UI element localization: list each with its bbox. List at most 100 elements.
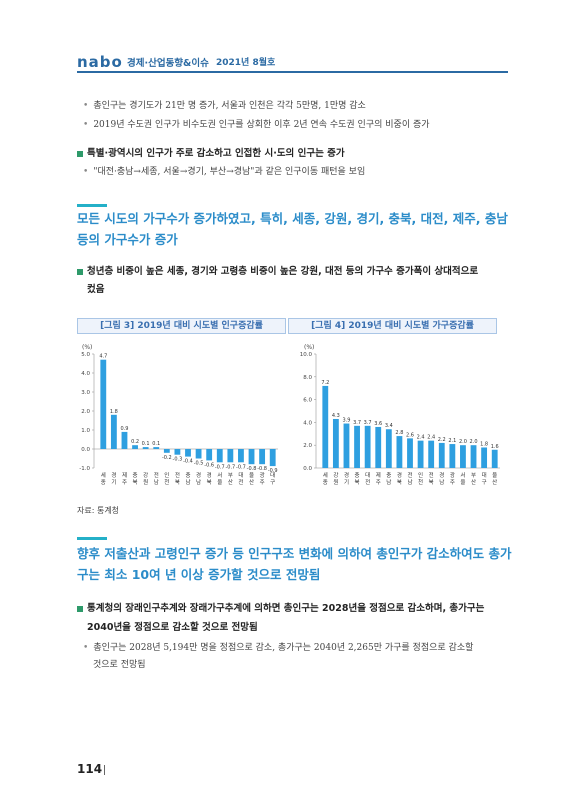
chart-bar — [195, 449, 202, 459]
category-label: 울 — [460, 479, 465, 486]
category-label: 주 — [260, 479, 265, 486]
y-tick-label: 8.0 — [303, 375, 312, 381]
category-label: 남 — [386, 478, 391, 486]
category-label: 종 — [323, 479, 328, 486]
subheading-text: 2040년을 정점으로 감소할 것으로 전망됨 — [87, 622, 258, 633]
y-tick-label: 2.0 — [81, 409, 90, 415]
data-label: -0.9 — [268, 468, 278, 474]
chart-bar — [364, 425, 371, 468]
figure-caption: [그림 4] 2019년 대비 시도별 가구증감률 — [288, 318, 497, 334]
data-label: 0.2 — [131, 439, 139, 445]
category-label: 기 — [344, 478, 349, 486]
data-label: -0.6 — [204, 462, 214, 468]
category-label: 경 — [207, 472, 212, 479]
axis-unit-label: (%) — [82, 344, 92, 351]
category-label: 주 — [450, 479, 455, 486]
y-tick-label: 6.0 — [303, 398, 312, 404]
chart-bar — [110, 414, 117, 449]
category-label: 남 — [439, 478, 444, 486]
data-label: 0.9 — [120, 426, 128, 432]
data-label: 1.6 — [491, 444, 499, 450]
header-rule — [77, 71, 508, 73]
data-label: 1.8 — [110, 409, 118, 415]
category-label: 주 — [122, 479, 127, 486]
data-label: 3.7 — [353, 420, 361, 426]
category-label: 대 — [238, 471, 243, 479]
category-label: 충 — [185, 471, 190, 479]
category-label: 전 — [429, 471, 434, 479]
category-label: 기 — [111, 478, 116, 486]
source-note: 자료: 통계청 — [77, 506, 120, 515]
category-label: 천 — [164, 478, 169, 486]
chart-bar — [343, 423, 350, 468]
figure-caption: [그림 3] 2019년 대비 시도별 인구증감률 — [77, 318, 286, 334]
chart-bar — [322, 385, 329, 468]
category-label: 북 — [429, 479, 434, 486]
data-label: 1.8 — [480, 441, 488, 447]
square-bullet-icon — [77, 268, 83, 275]
chart-bar — [332, 418, 339, 468]
section-heading: 향후 저출산과 고령인구 증가 등 인구구조 변화에 의하여 총인구가 감소하여… — [77, 543, 517, 585]
category-label: 전 — [154, 471, 159, 479]
category-label: 충 — [133, 471, 138, 479]
chart-bar — [417, 440, 424, 468]
category-label: 대 — [482, 471, 487, 479]
data-label: 7.2 — [321, 380, 329, 386]
data-label: 4.3 — [332, 413, 340, 419]
category-label: 대 — [270, 471, 275, 479]
data-label: 3.7 — [364, 420, 372, 426]
section-accent — [77, 537, 107, 540]
category-label: 전 — [407, 471, 412, 479]
chart-bar — [206, 449, 213, 461]
page-number: 114 — [77, 762, 103, 776]
chart-bar — [100, 359, 107, 449]
data-label: 3.6 — [374, 421, 382, 427]
category-label: 경 — [344, 472, 349, 479]
chart-bar — [449, 444, 456, 468]
subheading: 특별·광역시의 인구가 주로 감소하고 인접한 시·도의 인구는 증가 — [77, 145, 345, 159]
chart-bar — [163, 449, 170, 453]
bullet-text: 총인구는 2028년 5,194만 명을 정점으로 감소, 총가구는 2040년… — [83, 640, 508, 657]
data-label: -0.5 — [194, 461, 204, 467]
category-label: 대 — [365, 471, 370, 479]
data-label: 2.4 — [427, 435, 435, 441]
data-label: 0.1 — [142, 441, 150, 447]
category-label: 인 — [164, 472, 169, 479]
category-label: 광 — [260, 472, 265, 479]
category-label: 북 — [355, 479, 360, 486]
y-tick-label: 0.0 — [303, 466, 312, 472]
category-label: 경 — [397, 472, 402, 479]
category-label: 부 — [228, 472, 233, 479]
category-label: 전 — [238, 478, 243, 486]
data-label: -0.3 — [173, 457, 183, 463]
data-label: 3.9 — [342, 418, 350, 424]
category-label: 원 — [333, 478, 338, 486]
household-change-chart: (%)10.0 8.0 6.0 4.0 2.0 0.0 7.2 세종 4.3 강원 3.9 경기 3.7… — [300, 344, 500, 486]
chart-bar — [132, 445, 138, 449]
chart-bar — [121, 431, 128, 449]
data-label: 0.1 — [152, 441, 160, 447]
category-label: 인 — [418, 472, 423, 479]
category-label: 구 — [482, 479, 487, 486]
chart-bar — [481, 447, 488, 468]
y-tick-label: 0.0 — [81, 447, 90, 453]
population-change-chart: (%)5.0 4.0 3.0 2.0 1.0 0.0 -1.0 4.7 세종 1.8 경기 0.9 제주… — [79, 344, 278, 486]
square-bullet-icon — [77, 605, 83, 612]
data-label: 2.8 — [395, 430, 403, 436]
data-label: -0.8 — [257, 466, 267, 472]
category-label: 울 — [492, 472, 497, 479]
subheading-text: 특별·광역시의 인구가 주로 감소하고 인접한 시·도의 인구는 증가 — [87, 148, 345, 159]
category-label: 부 — [471, 472, 476, 479]
subheading-text: 통계청의 장래인구추계와 장래가구추계에 의하면 총인구는 2028년을 정점으… — [87, 603, 485, 614]
category-label: 울 — [249, 472, 254, 479]
chart-bar — [142, 447, 149, 449]
data-label: 2.0 — [459, 439, 467, 445]
chart-bar — [238, 449, 244, 463]
category-label: 광 — [450, 472, 455, 479]
subheading-text: 컸음 — [87, 284, 105, 295]
chart-bar — [428, 440, 435, 468]
y-tick-label: 1.0 — [81, 428, 90, 434]
category-label: 산 — [228, 478, 233, 486]
chart-bar — [438, 442, 445, 468]
chart-bar — [259, 449, 266, 465]
